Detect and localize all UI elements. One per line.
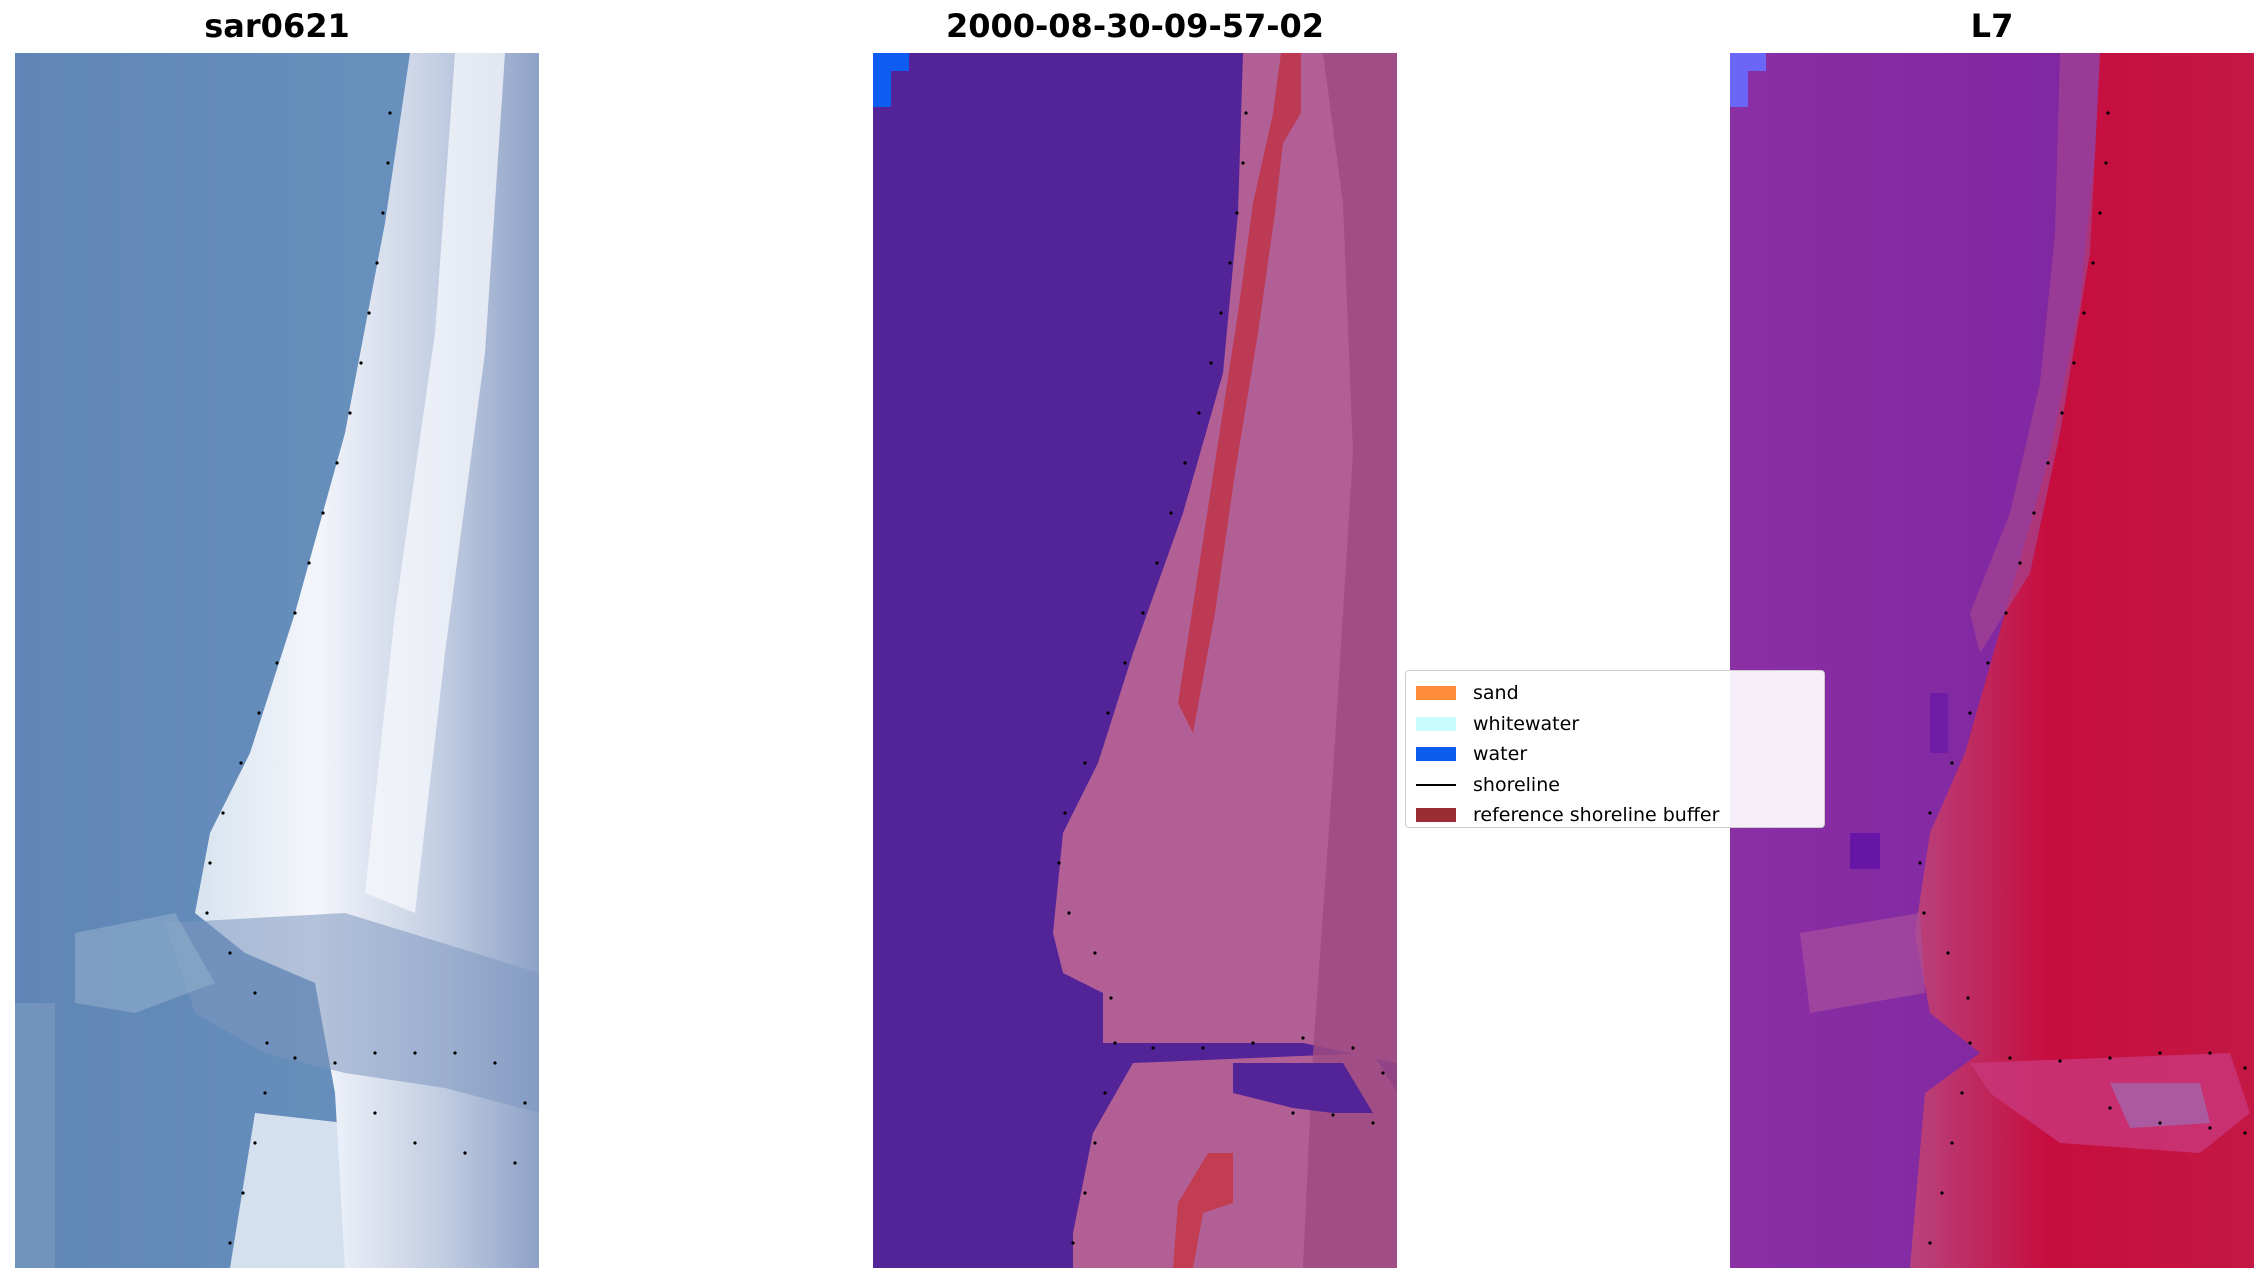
panel-title-2: 2000-08-30-09-57-02	[945, 7, 1325, 45]
legend: sand whitewater water shoreline referenc…	[1405, 670, 1825, 828]
legend-label: water	[1473, 743, 1528, 766]
panel-title-3: L7	[1970, 7, 2014, 45]
legend-swatch-shoreline	[1416, 783, 1456, 786]
legend-item-whitewater: whitewater	[1416, 709, 1824, 740]
legend-swatch-water	[1416, 747, 1456, 762]
legend-label: sand	[1473, 682, 1519, 705]
classified-overlay-image	[873, 53, 1397, 1268]
shoreline-dots-2	[1057, 111, 1385, 1245]
shoreline-dots-1	[205, 111, 527, 1245]
legend-label: reference shoreline buffer	[1473, 804, 1720, 827]
l7-false-color-image	[1730, 53, 2254, 1268]
legend-label: shoreline	[1473, 773, 1560, 796]
legend-swatch-whitewater	[1416, 716, 1456, 731]
satellite-rgb-image	[15, 53, 539, 1268]
legend-swatch-reference-buffer	[1416, 808, 1456, 823]
legend-swatch-sand	[1416, 686, 1456, 701]
legend-item-water: water	[1416, 739, 1824, 770]
panel-title-1: sar0621	[204, 7, 350, 45]
legend-item-sand: sand	[1416, 678, 1824, 709]
legend-item-reference-shoreline-buffer: reference shoreline buffer	[1416, 800, 1824, 827]
legend-item-shoreline: shoreline	[1416, 770, 1824, 801]
legend-label: whitewater	[1473, 712, 1580, 735]
shoreline-dots-3	[1918, 111, 2247, 1245]
